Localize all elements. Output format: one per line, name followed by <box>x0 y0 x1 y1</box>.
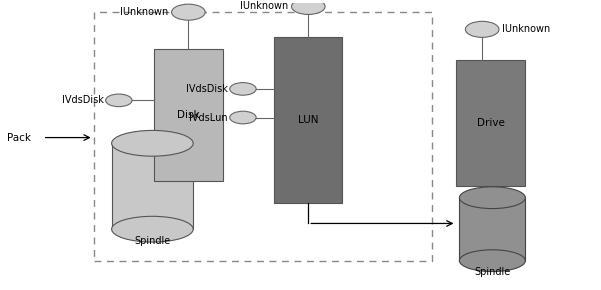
Ellipse shape <box>459 187 525 209</box>
Ellipse shape <box>106 94 132 107</box>
Text: IVdsLun: IVdsLun <box>189 113 228 123</box>
Ellipse shape <box>459 250 525 271</box>
Text: IVdsDisk: IVdsDisk <box>62 95 104 105</box>
Text: Drive: Drive <box>477 118 505 128</box>
Ellipse shape <box>171 4 205 20</box>
Text: Spindle: Spindle <box>134 236 171 246</box>
Bar <box>154 49 222 180</box>
Bar <box>94 12 432 261</box>
Text: IUnknown: IUnknown <box>502 24 551 34</box>
Text: Disk: Disk <box>177 110 200 120</box>
Bar <box>273 37 343 203</box>
Text: IUnknown: IUnknown <box>120 7 169 17</box>
Ellipse shape <box>230 83 256 95</box>
Text: Spindle: Spindle <box>474 267 510 277</box>
Ellipse shape <box>230 111 256 124</box>
Ellipse shape <box>465 21 499 37</box>
Ellipse shape <box>291 0 325 14</box>
Ellipse shape <box>112 130 193 156</box>
Ellipse shape <box>112 216 193 242</box>
Bar <box>456 60 525 186</box>
Text: IVdsDisk: IVdsDisk <box>186 84 228 94</box>
Bar <box>112 143 193 229</box>
Text: IUnknown: IUnknown <box>240 1 288 11</box>
Text: LUN: LUN <box>297 115 319 125</box>
Text: Pack: Pack <box>7 133 31 143</box>
Bar <box>459 198 525 261</box>
